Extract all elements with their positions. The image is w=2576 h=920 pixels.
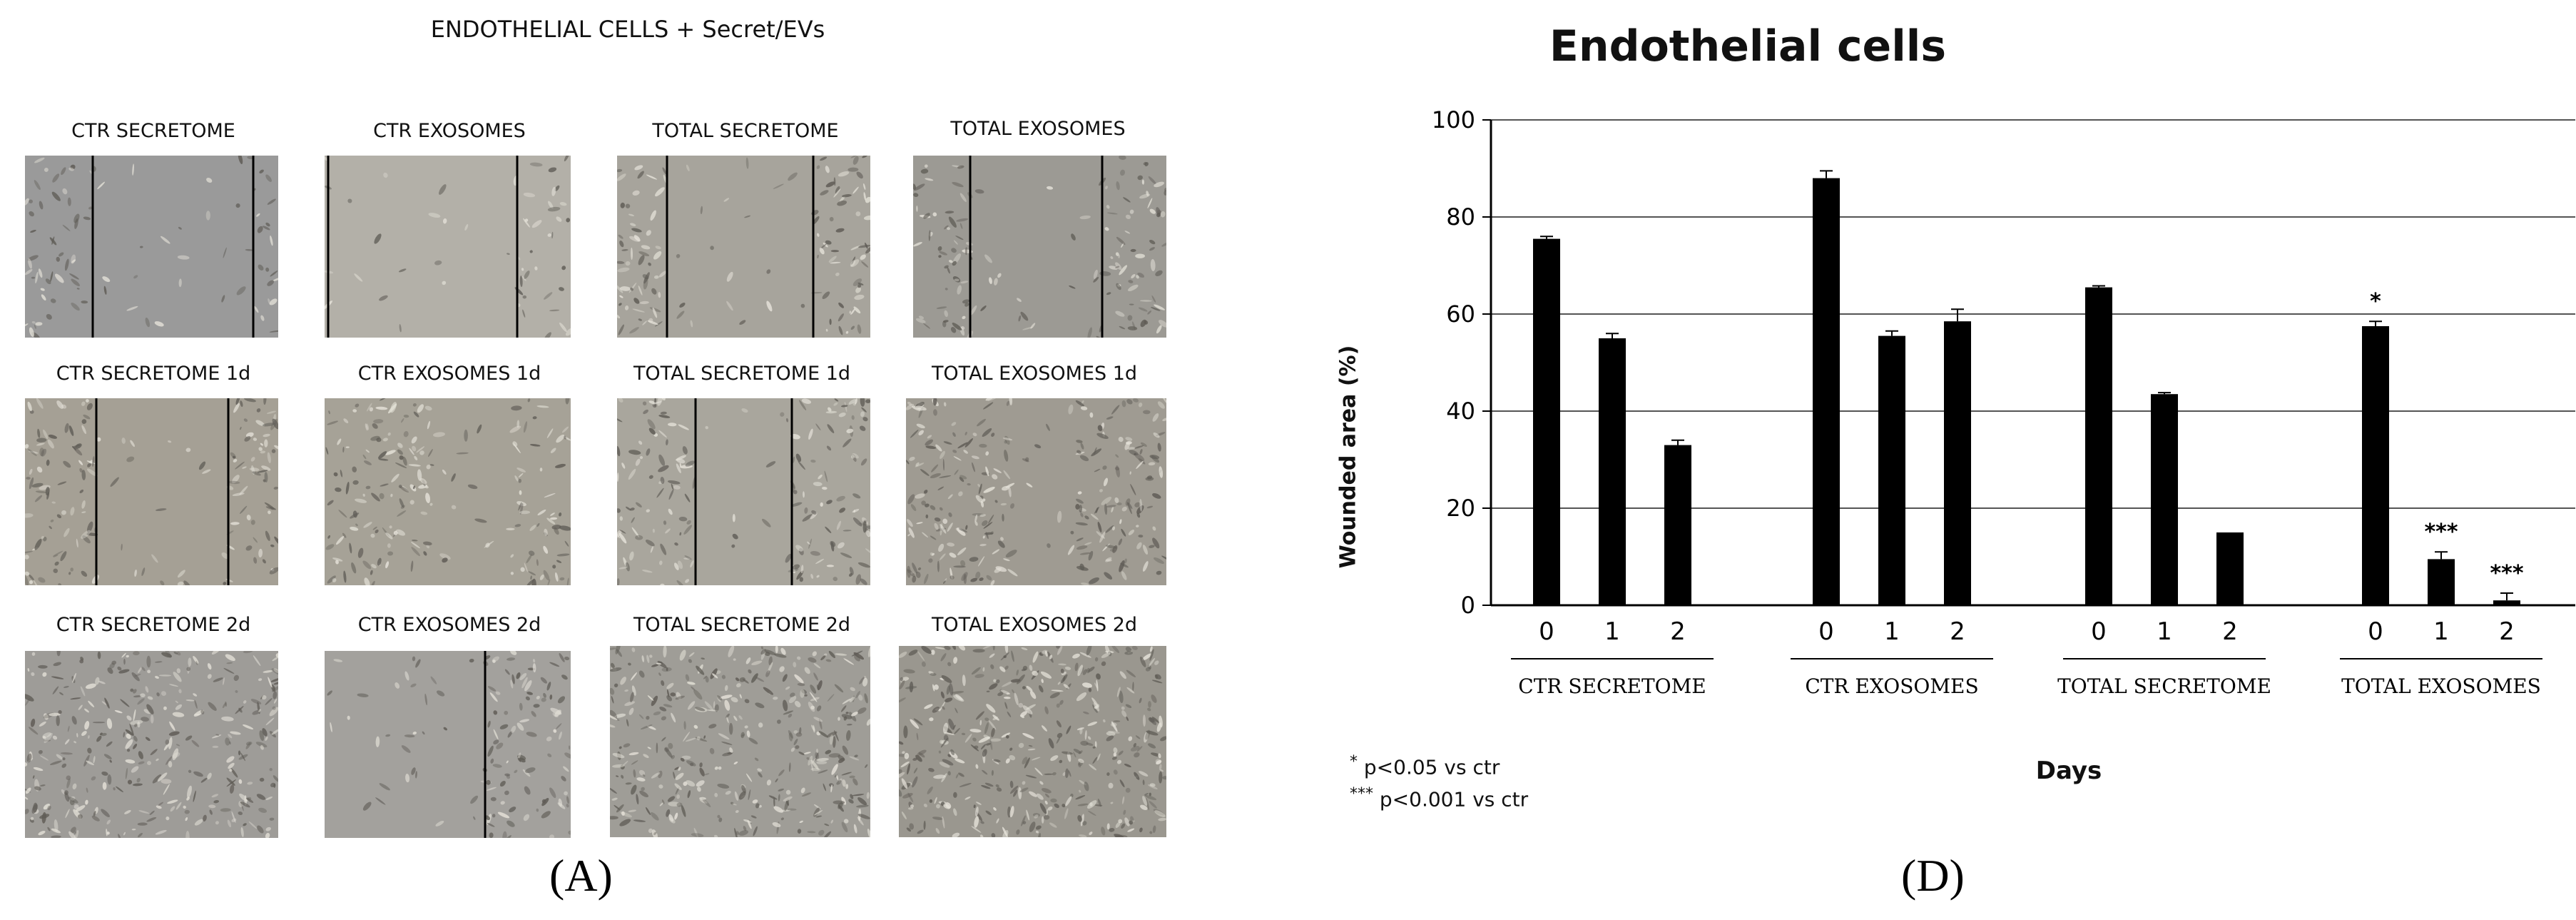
micro-label: CTR EXOSOMES 2d bbox=[357, 614, 541, 636]
y-tick-label: 60 bbox=[1446, 300, 1475, 328]
micro-label: CTR SECRETOME 1d bbox=[56, 363, 251, 385]
legend-item-p0001: *** p<0.001 vs ctr bbox=[1350, 785, 1528, 811]
x-tick-label: 0 bbox=[2368, 617, 2383, 646]
bar bbox=[1599, 338, 1626, 605]
micro-label: TOTAL SECRETOME 2d bbox=[633, 614, 851, 636]
y-tick-label: 20 bbox=[1446, 495, 1475, 522]
y-tick-label: 100 bbox=[1432, 106, 1475, 133]
group-label: CTR EXOSOMES bbox=[1805, 674, 1978, 698]
micrograph bbox=[25, 398, 278, 585]
bar-group: * 0 *** 1 *** 2 TOTAL EXOSOMES bbox=[2340, 289, 2542, 698]
micro-label: TOTAL SECRETOME bbox=[652, 120, 839, 142]
micro-label: CTR EXOSOMES bbox=[373, 120, 526, 142]
micro-label: TOTAL SECRETOME 1d bbox=[633, 363, 851, 385]
micro-label: TOTAL EXOSOMES bbox=[950, 118, 1126, 140]
bar bbox=[1664, 445, 1691, 605]
x-tick-label: 0 bbox=[2091, 617, 2107, 646]
micrograph bbox=[610, 646, 870, 837]
legend-marker: *** bbox=[1350, 785, 1373, 803]
bar-group: 0 1 2 CTR EXOSOMES bbox=[1791, 170, 1993, 698]
bar bbox=[2151, 394, 2178, 605]
legend-marker: * bbox=[1350, 753, 1358, 771]
bar bbox=[2428, 559, 2455, 605]
y-tick-label: 80 bbox=[1446, 203, 1475, 231]
panel-a-title: ENDOTHELIAL CELLS + Secret/EVs bbox=[430, 16, 825, 43]
panel-d-letter: (D) bbox=[1901, 850, 1965, 901]
chart-title: Endothelial cells bbox=[1549, 21, 1947, 71]
x-tick-label: 0 bbox=[1818, 617, 1834, 646]
y-tick-label: 0 bbox=[1461, 592, 1475, 619]
legend-item-p005: * p<0.05 vs ctr bbox=[1350, 753, 1500, 779]
micrograph bbox=[325, 156, 571, 338]
bar bbox=[2085, 287, 2112, 605]
group-label: TOTAL EXOSOMES bbox=[2341, 674, 2541, 698]
x-tick-label: 2 bbox=[1950, 617, 1965, 646]
micrograph bbox=[617, 156, 870, 338]
x-tick-label: 2 bbox=[1670, 617, 1686, 646]
significance-marker: * bbox=[2370, 289, 2381, 314]
micro-label: CTR SECRETOME 2d bbox=[56, 614, 251, 636]
bar bbox=[1878, 335, 1905, 605]
bar-group: 0 1 2 CTR SECRETOME bbox=[1511, 236, 1714, 698]
x-tick-label: 2 bbox=[2222, 617, 2238, 646]
significance-marker: *** bbox=[2424, 520, 2458, 545]
bar bbox=[2362, 326, 2389, 605]
bar bbox=[1944, 321, 1971, 605]
group-label: TOTAL SECRETOME bbox=[2057, 674, 2271, 698]
y-tick-label: 40 bbox=[1446, 398, 1475, 425]
bar-group: 0 1 2 TOTAL SECRETOME bbox=[2057, 285, 2271, 698]
micro-label: CTR SECRETOME bbox=[71, 120, 235, 142]
panel-a-letter: (A) bbox=[549, 850, 613, 901]
bar bbox=[2216, 532, 2244, 605]
micro-label: CTR EXOSOMES 1d bbox=[357, 363, 541, 385]
x-axis-label: Days bbox=[2035, 757, 2102, 785]
group-label: CTR SECRETOME bbox=[1518, 674, 1706, 698]
micrograph bbox=[325, 651, 571, 838]
legend-text: p<0.05 vs ctr bbox=[1363, 755, 1500, 779]
x-tick-label: 1 bbox=[1604, 617, 1620, 646]
micrograph bbox=[913, 156, 1166, 338]
bar bbox=[1813, 178, 1840, 606]
micrograph bbox=[325, 398, 571, 585]
micrograph bbox=[899, 646, 1166, 837]
x-tick-label: 1 bbox=[1884, 617, 1900, 646]
bar bbox=[2493, 600, 2520, 605]
panel-a: ENDOTHELIAL CELLS + Secret/EVs CTR SECRE… bbox=[0, 0, 1213, 920]
significance-marker: *** bbox=[2490, 561, 2523, 586]
bar bbox=[1533, 238, 1560, 606]
x-tick-label: 1 bbox=[2157, 617, 2172, 646]
micrograph bbox=[25, 651, 278, 838]
x-tick-label: 0 bbox=[1539, 617, 1554, 646]
micrograph bbox=[906, 398, 1166, 585]
x-tick-label: 1 bbox=[2433, 617, 2449, 646]
micro-label: TOTAL EXOSOMES 2d bbox=[931, 614, 1138, 636]
micrograph bbox=[25, 156, 278, 338]
micrograph bbox=[617, 398, 870, 585]
legend-text: p<0.001 vs ctr bbox=[1379, 787, 1529, 812]
micro-label: TOTAL EXOSOMES 1d bbox=[931, 363, 1138, 385]
x-tick-label: 2 bbox=[2499, 617, 2515, 646]
